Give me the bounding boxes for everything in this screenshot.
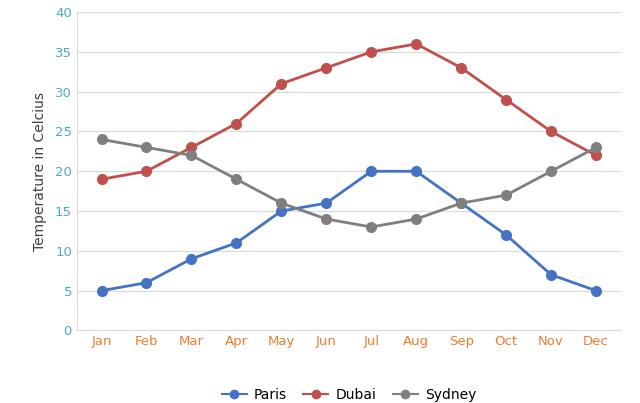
Paris — [412, 169, 420, 174]
Paris — [502, 233, 510, 237]
Line: Sydney: Sydney — [97, 135, 601, 232]
Dubai — [278, 81, 285, 86]
Sydney — [502, 193, 510, 197]
Sydney — [188, 153, 195, 158]
Paris — [367, 169, 375, 174]
Sydney — [458, 201, 465, 206]
Dubai — [367, 50, 375, 54]
Sydney — [323, 217, 330, 222]
Sydney — [412, 217, 420, 222]
Line: Paris: Paris — [97, 166, 601, 295]
Dubai — [502, 97, 510, 102]
Paris — [143, 280, 150, 285]
Sydney — [143, 145, 150, 150]
Sydney — [278, 201, 285, 206]
Dubai — [592, 153, 600, 158]
Y-axis label: Temperature in Celcius: Temperature in Celcius — [33, 92, 47, 251]
Paris — [188, 256, 195, 261]
Dubai — [412, 42, 420, 46]
Sydney — [98, 137, 106, 142]
Line: Dubai: Dubai — [97, 39, 601, 184]
Sydney — [367, 224, 375, 229]
Dubai — [232, 121, 240, 126]
Paris — [458, 201, 465, 206]
Paris — [323, 201, 330, 206]
Dubai — [547, 129, 555, 134]
Paris — [232, 241, 240, 245]
Paris — [278, 209, 285, 214]
Sydney — [232, 177, 240, 182]
Paris — [98, 288, 106, 293]
Dubai — [143, 169, 150, 174]
Sydney — [592, 145, 600, 150]
Dubai — [98, 177, 106, 182]
Dubai — [458, 65, 465, 70]
Dubai — [188, 145, 195, 150]
Paris — [547, 272, 555, 277]
Sydney — [547, 169, 555, 174]
Paris — [592, 288, 600, 293]
Dubai — [323, 65, 330, 70]
Legend: Paris, Dubai, Sydney: Paris, Dubai, Sydney — [216, 382, 482, 403]
